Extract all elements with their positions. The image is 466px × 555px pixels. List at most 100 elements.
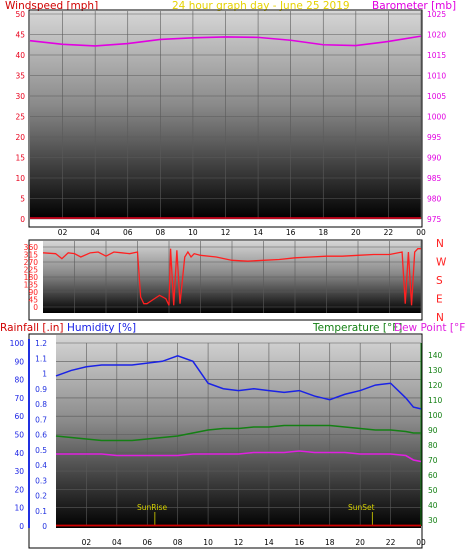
direction-tick-label: 270	[24, 258, 39, 267]
time-tick-label: 20	[351, 228, 361, 237]
temperature-tick-label: 40	[428, 501, 438, 510]
windspeed-tick-label: 45	[15, 31, 25, 40]
time-tick-label: 16	[295, 538, 305, 547]
direction-tick-label: 90	[28, 288, 38, 297]
time-tick-label: 18	[325, 538, 335, 547]
windspeed-tick-label: 5	[20, 195, 25, 204]
barometer-axis: 975 980 985 990 995 1000 1005 1010 1015 1020 1025	[427, 10, 446, 224]
rainfall-tick-label: 0.8	[35, 400, 47, 409]
barometer-tick-label: 1025	[427, 10, 446, 19]
windspeed-tick-label: 50	[15, 10, 25, 19]
temperature-tick-label: 100	[428, 411, 443, 420]
direction-tick-label: 360	[24, 243, 39, 252]
humidity-axis-title: Humidity [%]	[67, 322, 136, 334]
humidity-tick-label: 90	[14, 357, 24, 366]
temperature-tick-label: 110	[428, 396, 443, 405]
time-tick-label: 08	[173, 538, 183, 547]
windspeed-axis: 0 5 10 15 20 25 30 35 40 45 50	[15, 10, 25, 224]
time-tick-label: 00	[416, 228, 426, 237]
panel1-border	[28, 9, 423, 228]
panel1-grid	[30, 11, 422, 220]
barometer-axis-title: Barometer [mb]	[372, 0, 456, 12]
time-tick-label: 10	[203, 538, 213, 547]
time-tick-label: 08	[156, 228, 166, 237]
panel2-border	[28, 239, 423, 321]
windspeed-tick-label: 20	[15, 133, 25, 142]
rainfall-tick-label: 1	[42, 370, 47, 379]
chart-title: 24 hour graph day - June 25 2019	[172, 0, 350, 12]
panel3-series	[55, 355, 422, 527]
time-tick-label: 22	[384, 228, 394, 237]
direction-tick-label: 315	[24, 251, 39, 260]
rainfall-tick-label: 1.1	[35, 354, 47, 363]
temperature-tick-label: 140	[428, 351, 443, 360]
windspeed-tick-label: 25	[15, 113, 25, 122]
compass-label: N	[436, 312, 444, 324]
time-tick-label: 18	[318, 228, 328, 237]
time-tick-label: 06	[123, 228, 133, 237]
time-tick-label: 10	[188, 228, 198, 237]
rainfall-tick-label: 0	[42, 522, 47, 531]
rainfall-tick-label: 0.2	[35, 492, 47, 501]
temperature-tick-label: 130	[428, 366, 443, 375]
rainfall-tick-label: 0.4	[35, 461, 47, 470]
rainfall-tick-label: 0.1	[35, 507, 47, 516]
barometer-tick-label: 1015	[427, 51, 446, 60]
humidity-tick-label: 50	[14, 431, 24, 440]
temperature-tick-label: 90	[428, 426, 438, 435]
rainfall-tick-label: 1.2	[35, 339, 47, 348]
barometer-tick-label: 1010	[427, 72, 446, 81]
direction-tick-label: 225	[24, 266, 39, 275]
temperature-tick-label: 30	[428, 516, 438, 525]
compass-label: N	[436, 238, 444, 250]
compass-label: E	[436, 294, 443, 306]
temperature-tick-label: 50	[428, 486, 438, 495]
time-tick-label: 02	[82, 538, 92, 547]
compass-label: W	[436, 257, 447, 269]
barometer-tick-label: 985	[427, 174, 442, 183]
barometer-tick-label: 990	[427, 154, 442, 163]
windspeed-tick-label: 30	[15, 92, 25, 101]
time-tick-label: 02	[58, 228, 68, 237]
windspeed-tick-label: 40	[15, 51, 25, 60]
time-tick-label: 14	[264, 538, 274, 547]
barometer-line	[29, 35, 422, 47]
direction-tick-label: 135	[24, 281, 39, 290]
humidity-tick-label: 80	[14, 376, 24, 385]
humidity-tick-label: 30	[14, 467, 24, 476]
humidity-tick-label: 40	[14, 449, 24, 458]
barometer-tick-label: 980	[427, 195, 442, 204]
humidity-tick-label: 10	[14, 504, 24, 513]
time-tick-label: 16	[286, 228, 296, 237]
rainfall-tick-label: 0.3	[35, 476, 47, 485]
temperature-tick-label: 120	[428, 381, 443, 390]
humidity-tick-label: 60	[14, 412, 24, 421]
panel1-time-axis: 02 04 06 08 10 12 14 16 18 20 22 00	[58, 228, 426, 237]
windspeed-tick-label: 35	[15, 72, 25, 81]
temperature-tick-label: 70	[428, 456, 438, 465]
time-tick-label: 20	[355, 538, 365, 547]
windspeed-tick-label: 0	[20, 215, 25, 224]
rainfall-axis-title: Rainfall [.in]	[0, 322, 63, 334]
temperature-tick-label: 60	[428, 471, 438, 480]
dewpoint-axis-title: Dew Point [°F]	[394, 322, 466, 334]
direction-tick-label: 45	[28, 296, 38, 305]
dewpoint-line	[56, 450, 422, 463]
panel3-time-axis: 02 04 06 08 10 12 14 16 18 20 22 00	[82, 538, 426, 547]
panel2-grid	[43, 241, 422, 313]
sunset-label: SunSet	[348, 503, 375, 512]
temperature-axis: 30 40 50 60 70 80 90 100 110 120 130 140	[420, 343, 443, 526]
windspeed-axis-title: Windspeed [mph]	[5, 0, 98, 12]
windspeed-tick-label: 10	[15, 174, 25, 183]
barometer-tick-label: 1020	[427, 31, 446, 40]
barometer-tick-label: 1005	[427, 92, 446, 101]
humidity-tick-label: 70	[14, 394, 24, 403]
time-tick-label: 00	[416, 538, 426, 547]
rainfall-tick-label: 0.7	[35, 415, 47, 424]
humidity-axis: 0 10 20 30 40 50 60 70 80 90 100	[10, 339, 25, 531]
humidity-tick-label: 0	[19, 522, 24, 531]
